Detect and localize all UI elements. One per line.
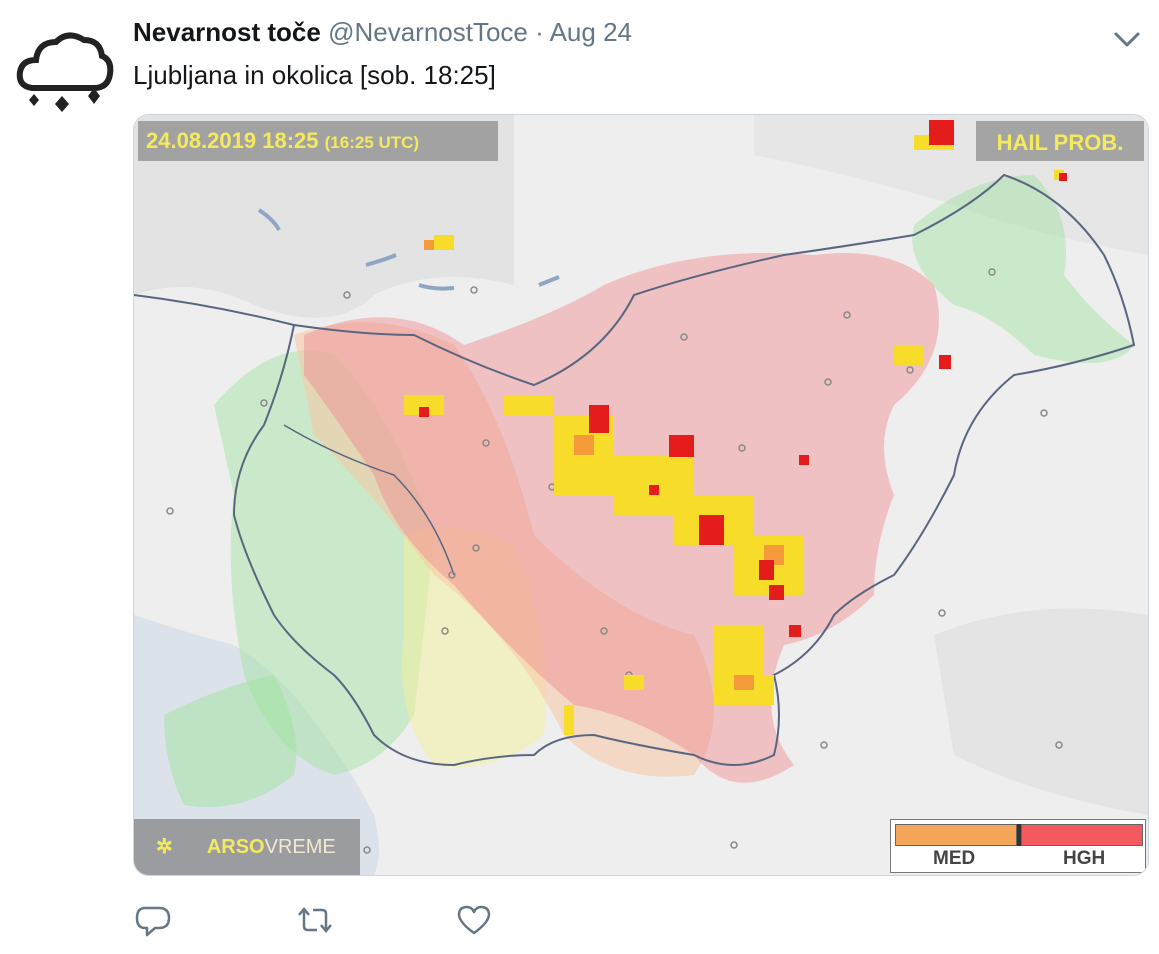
more-menu-button[interactable] (1112, 28, 1142, 52)
avatar[interactable] (14, 20, 114, 120)
tweet-date[interactable]: Aug 24 (549, 17, 632, 47)
reply-button[interactable] (133, 900, 173, 940)
author-name[interactable]: Nevarnost toče (133, 17, 321, 47)
tweet-header: Nevarnost toče @NevarnostToce · Aug 24 (133, 17, 632, 48)
product-label: HAIL PROB. (976, 121, 1144, 161)
legend-hgh-label: HGH (1063, 848, 1106, 869)
legend-med-swatch (895, 824, 1017, 846)
separator: · (535, 17, 544, 47)
legend-med-label: MED (933, 848, 976, 869)
brand-vreme: VREME (264, 836, 336, 858)
retweet-icon (298, 907, 332, 933)
chevron-down-icon (1114, 32, 1140, 47)
retweet-button[interactable] (295, 900, 335, 940)
tweet-text: Ljubljana in okolica [sob. 18:25] (133, 60, 496, 90)
hail-legend: MED HGH (890, 819, 1146, 873)
sun-logo-icon: ✲ (156, 836, 173, 858)
map-graphic (134, 115, 1148, 875)
timestamp-utc: (16:25 UTC) (324, 133, 420, 152)
hail-cloud-icon (16, 32, 114, 112)
author-handle[interactable]: @NevarnostToce (328, 17, 528, 47)
timestamp-local: 24.08.2019 18:25 (146, 128, 319, 153)
hail-map-image[interactable]: 24.08.2019 18:25 (16:25 UTC) HAIL PROB. … (133, 114, 1149, 876)
like-button[interactable] (454, 900, 494, 940)
legend-separator (1017, 824, 1021, 846)
heart-icon (457, 905, 491, 935)
brand-arso: ARSO (206, 836, 265, 858)
arso-brand: ✲ ARSOVREME (134, 819, 360, 875)
reply-icon (135, 906, 171, 937)
map-timestamp: 24.08.2019 18:25 (16:25 UTC) (138, 121, 498, 161)
legend-hgh-swatch (1021, 824, 1143, 846)
